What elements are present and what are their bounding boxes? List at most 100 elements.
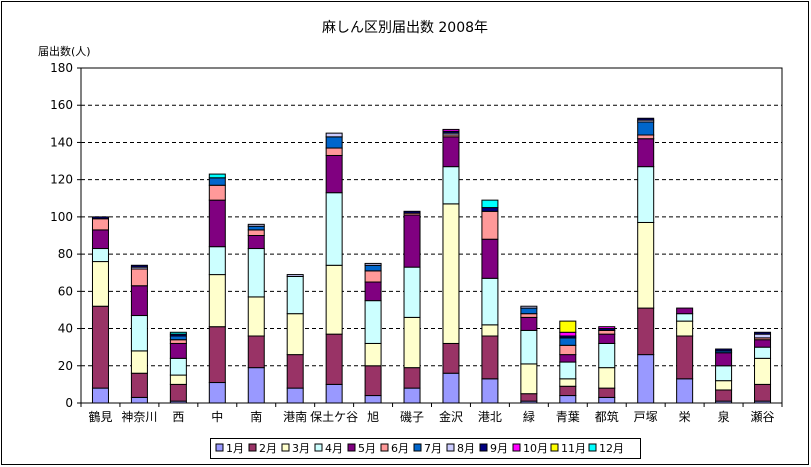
- bar-segment-泉-3月: [715, 380, 733, 391]
- bar-segment-青葉-6月: [559, 344, 577, 356]
- bar-segment-鶴見-3月: [91, 261, 109, 307]
- bar-segment-泉-4月: [715, 365, 733, 382]
- bar-segment-神奈川-6月: [130, 268, 148, 287]
- bar-segment-港北-6月: [481, 210, 499, 240]
- x-tick-label: 瀬谷: [751, 410, 775, 424]
- bar-segment-中-1月: [208, 382, 226, 404]
- legend-swatch: [281, 443, 290, 452]
- bar-segment-南-3月: [247, 296, 265, 337]
- bar-segment-南-5月: [247, 235, 265, 250]
- bar-segment-神奈川-5月: [130, 285, 148, 317]
- bar-segment-戸塚-7月: [637, 121, 655, 136]
- legend-label: 5月: [358, 442, 376, 455]
- bar-segment-戸塚-5月: [637, 138, 655, 168]
- legend-label: 8月: [457, 442, 475, 455]
- legend-label: 12月: [599, 442, 624, 455]
- bar-segment-戸塚-9月: [637, 117, 655, 121]
- bar-segment-中-7月: [208, 177, 226, 186]
- bar-segment-神奈川-2月: [130, 372, 148, 398]
- bar-segment-栄-1月: [676, 378, 694, 404]
- legend-label: 7月: [424, 442, 442, 455]
- bar-segment-港南-2月: [286, 354, 304, 389]
- bar-segment-西-12月: [169, 331, 187, 335]
- bar-segment-鶴見-2月: [91, 305, 109, 389]
- bar-segment-緑-6月: [520, 313, 538, 318]
- legend-label: 2月: [259, 442, 277, 455]
- x-tick-label: 保土ケ谷: [310, 410, 358, 424]
- bar-segment-磯子-2月: [403, 367, 421, 389]
- bar-segment-港北-3月: [481, 324, 499, 337]
- legend-label: 3月: [292, 442, 310, 455]
- bar-segment-旭-7月: [364, 264, 382, 272]
- legend: 1月 2月 3月 4月 5月 6月 7月 8月 9月 10月 11月 12月: [210, 438, 641, 459]
- bar-segment-戸塚-3月: [637, 221, 655, 309]
- legend-label: 1月: [226, 442, 244, 455]
- bar-segment-瀬谷-9月: [754, 331, 772, 335]
- y-tick-label: 100: [50, 210, 73, 224]
- bar-segment-西-2月: [169, 383, 187, 402]
- bar-segment-都筑-2月: [598, 387, 616, 398]
- bar-segment-瀬谷-5月: [754, 339, 772, 348]
- bar-segment-金沢-2月: [442, 342, 460, 374]
- bar-segment-青葉-3月: [559, 378, 577, 387]
- bar-segment-旭-1月: [364, 395, 382, 404]
- y-tick-label: 160: [50, 98, 73, 112]
- bar-segment-泉-5月: [715, 352, 733, 367]
- bar-segment-戸塚-2月: [637, 307, 655, 356]
- x-tick-label: 港北: [478, 410, 502, 424]
- bar-segment-保土ケ谷-8月: [325, 132, 343, 138]
- y-tick-label: 140: [50, 135, 73, 149]
- x-axis: 鶴見 神奈川 西 中 南 港南 保土ケ谷旭 磯子 金沢 港北 緑 青葉 都筑 戸塚 栄 泉 瀬谷: [80, 403, 783, 424]
- bar-segment-栄-2月: [676, 335, 694, 380]
- bar-segment-緑-7月: [520, 307, 538, 315]
- bar-segment-戸塚-6月: [637, 134, 655, 140]
- bar-segment-青葉-10月: [559, 331, 577, 337]
- bar-segment-旭-2月: [364, 365, 382, 397]
- bar-segment-港北-1月: [481, 378, 499, 404]
- bar-segment-南-2月: [247, 335, 265, 369]
- bar-segment-緑-8月: [520, 305, 538, 309]
- bar-segment-港南-8月: [286, 274, 304, 277]
- x-tick-label: 西: [172, 410, 184, 424]
- legend-swatch: [512, 443, 521, 452]
- bar-segment-中-2月: [208, 326, 226, 384]
- x-tick-label: 鶴見: [88, 409, 112, 424]
- bar-segment-瀬谷-3月: [754, 357, 772, 385]
- x-tick-label: 栄: [679, 410, 691, 424]
- bar-segment-金沢-3月: [442, 203, 460, 344]
- y-tick-label: 80: [58, 247, 73, 261]
- bar-segment-旭-4月: [364, 300, 382, 344]
- bar-segment-瀬谷-8月: [754, 333, 772, 339]
- y-tick-label: 40: [58, 322, 73, 336]
- bar-segment-南-6月: [247, 229, 265, 237]
- legend-swatch: [380, 443, 389, 452]
- bar-segment-磯子-5月: [403, 214, 421, 268]
- bar-segment-港北-4月: [481, 277, 499, 326]
- bar-segment-青葉-7月: [559, 337, 577, 346]
- chart-title: 麻しん区別届出数 2008年: [322, 20, 488, 36]
- bar-segment-緑-4月: [520, 329, 538, 365]
- bar-segment-青葉-5月: [559, 354, 577, 363]
- bar-segment-港南-4月: [286, 275, 304, 315]
- x-tick-label: 泉: [718, 410, 730, 424]
- bar-segment-港南-1月: [286, 387, 304, 404]
- bar-segment-泉-9月: [715, 348, 733, 352]
- legend-label: 10月: [523, 442, 548, 455]
- bar-segment-中-3月: [208, 274, 226, 328]
- bar-segment-西-6月: [169, 339, 187, 344]
- bar-segment-西-4月: [169, 357, 187, 376]
- bar-segment-鶴見-5月: [91, 229, 109, 250]
- bar-segment-西-5月: [169, 342, 187, 359]
- legend-label: 4月: [325, 442, 343, 455]
- x-tick-label: 磯子: [400, 410, 424, 424]
- legend-swatch: [413, 443, 422, 452]
- legend-swatch: [248, 443, 257, 452]
- bar-segment-鶴見-4月: [91, 248, 109, 263]
- bar-segment-鶴見-9月: [91, 216, 109, 220]
- bar-segment-神奈川-3月: [130, 350, 148, 374]
- bar-segment-栄-5月: [676, 307, 694, 315]
- bar-segment-磯子-1月: [403, 387, 421, 404]
- legend-swatch: [479, 443, 488, 452]
- bar-segment-保土ケ谷-7月: [325, 136, 343, 149]
